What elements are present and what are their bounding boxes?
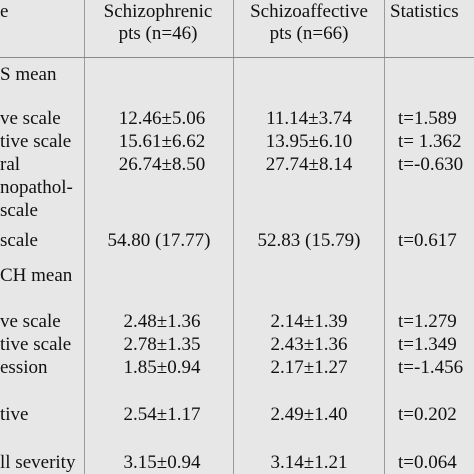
cell-schizoaffective: 2.17±1.27 xyxy=(270,357,348,378)
cell-statistics: t=-0.630 xyxy=(398,154,464,175)
header-schizophrenic-line1: Schizophrenic xyxy=(103,1,213,22)
cell-schizophrenic: 26.74±8.50 xyxy=(118,154,206,175)
row-label: ession xyxy=(0,357,48,378)
cell-statistics: t=-1.456 xyxy=(398,357,464,378)
cell-schizoaffective: 11.14±3.74 xyxy=(266,108,352,129)
row-label: nopathol- xyxy=(0,177,73,198)
column-divider-2 xyxy=(233,0,234,474)
cell-schizophrenic: 54.80 (17.77) xyxy=(107,230,211,251)
cell-schizoaffective: 52.83 (15.79) xyxy=(257,230,361,251)
row-label: tive scale xyxy=(0,131,72,152)
column-divider-3 xyxy=(384,0,385,474)
row-label: tive xyxy=(0,404,29,425)
row-label: ral xyxy=(0,154,21,175)
cell-statistics: t=0.064 xyxy=(398,452,457,473)
cell-statistics: t= 1.362 xyxy=(398,131,462,152)
cell-schizoaffective: 27.74±8.14 xyxy=(265,154,353,175)
cell-schizophrenic: 2.54±1.17 xyxy=(123,404,201,425)
cell-schizophrenic: 2.78±1.35 xyxy=(123,334,201,355)
cell-statistics: t=0.202 xyxy=(398,404,457,425)
cell-schizoaffective: 3.14±1.21 xyxy=(270,452,348,473)
cell-statistics: t=0.617 xyxy=(398,230,457,251)
row-label: scale xyxy=(0,230,38,251)
section-title-mean: S mean xyxy=(0,64,57,85)
cell-schizophrenic: 2.48±1.36 xyxy=(123,311,201,332)
cell-schizophrenic: 1.85±0.94 xyxy=(123,357,201,378)
cell-statistics: t=1.279 xyxy=(398,311,457,332)
cell-statistics: t=1.589 xyxy=(398,108,457,129)
cell-schizophrenic: 12.46±5.06 xyxy=(118,108,206,129)
section-title-mean: CH mean xyxy=(0,265,73,286)
row-label: tive scale xyxy=(0,334,72,355)
row-label: ll severity xyxy=(0,452,76,473)
header-schizoaffective-line1: Schizoaffective xyxy=(250,1,368,22)
header-schizoaffective-line2: pts (n=66) xyxy=(269,23,349,44)
header-first-column: e xyxy=(0,1,9,22)
cell-schizoaffective: 2.14±1.39 xyxy=(270,311,348,332)
cell-schizoaffective: 13.95±6.10 xyxy=(265,131,353,152)
column-divider-1 xyxy=(84,0,85,474)
cell-schizoaffective: 2.49±1.40 xyxy=(270,404,348,425)
header-schizophrenic-line2: pts (n=46) xyxy=(118,23,198,44)
row-label: ve scale xyxy=(0,311,61,332)
cell-statistics: t=1.349 xyxy=(398,334,457,355)
cell-schizophrenic: 15.61±6.62 xyxy=(118,131,206,152)
cell-schizophrenic: 3.15±0.94 xyxy=(123,452,201,473)
header-statistics: Statistics xyxy=(390,1,459,22)
row-label: scale xyxy=(0,200,38,221)
cell-schizoaffective: 2.43±1.36 xyxy=(270,334,348,355)
row-label: ve scale xyxy=(0,108,61,129)
header-rule xyxy=(0,57,474,58)
